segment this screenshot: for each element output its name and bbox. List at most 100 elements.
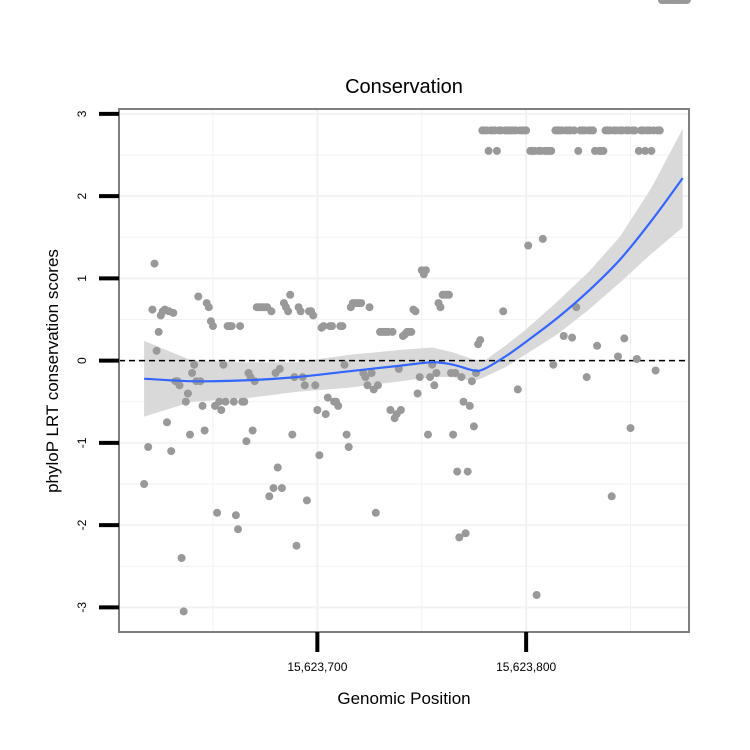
- data-point: [292, 541, 301, 550]
- data-point: [300, 381, 309, 390]
- data-point: [323, 393, 332, 402]
- data-point: [175, 381, 184, 390]
- data-point: [169, 308, 178, 317]
- data-point: [188, 369, 197, 377]
- data-point: [240, 397, 249, 406]
- data-point: [634, 146, 643, 155]
- data-point: [522, 126, 531, 135]
- data-point: [177, 554, 186, 562]
- y-tick-label: 1: [75, 275, 89, 282]
- data-point: [388, 327, 397, 336]
- data-point: [167, 447, 176, 456]
- data-point: [444, 290, 453, 299]
- data-point: [311, 381, 320, 390]
- data-point: [411, 307, 420, 316]
- data-point: [200, 426, 209, 435]
- points-layer: [140, 0, 691, 616]
- data-point: [190, 360, 199, 369]
- data-point: [559, 332, 568, 340]
- data-point: [426, 373, 435, 382]
- x-axis-label: Genomic Position: [337, 689, 470, 708]
- data-point: [209, 322, 217, 331]
- data-point: [179, 607, 188, 616]
- data-point: [231, 511, 240, 520]
- data-point: [421, 266, 430, 275]
- data-point: [296, 307, 305, 316]
- data-point: [432, 369, 441, 377]
- data-point: [449, 430, 458, 439]
- data-point: [589, 126, 597, 135]
- data-point: [651, 366, 660, 375]
- data-point: [455, 533, 464, 542]
- confidence-ribbon: [144, 128, 683, 417]
- data-point: [430, 381, 439, 390]
- data-point: [277, 484, 286, 493]
- data-point: [229, 397, 238, 406]
- data-point: [593, 341, 602, 350]
- data-point: [476, 336, 485, 345]
- data-point: [269, 484, 278, 493]
- data-point: [288, 430, 297, 439]
- data-point: [532, 591, 541, 599]
- y-tick-label: 0: [75, 357, 89, 364]
- data-point: [415, 373, 424, 382]
- data-point: [217, 406, 226, 414]
- data-point: [538, 234, 547, 243]
- data-point: [469, 422, 478, 431]
- data-point: [338, 322, 347, 331]
- data-point: [513, 385, 522, 394]
- data-point: [313, 406, 322, 414]
- data-point: [150, 259, 159, 268]
- data-point: [492, 146, 501, 155]
- data-point: [451, 369, 460, 377]
- data-point: [221, 397, 230, 406]
- data-point: [459, 397, 468, 406]
- data-point: [641, 146, 650, 155]
- data-point: [227, 322, 236, 331]
- data-point: [154, 327, 163, 336]
- data-point: [373, 381, 382, 390]
- data-point: [198, 401, 207, 410]
- data-point: [242, 437, 251, 446]
- data-point: [682, 0, 691, 4]
- x-tick-label: 15,623,700: [287, 660, 347, 674]
- data-point: [284, 307, 293, 316]
- data-point: [632, 355, 641, 363]
- data-point: [457, 373, 466, 382]
- data-point: [463, 467, 472, 476]
- confidence-ribbon-layer: [144, 128, 683, 417]
- data-point: [453, 467, 462, 476]
- data-point: [467, 377, 476, 386]
- data-point: [647, 146, 656, 155]
- data-point: [273, 463, 282, 472]
- data-point: [524, 241, 533, 250]
- data-point: [140, 480, 149, 488]
- axis-ticks: -3 -2 -1 0 1 2 3 15,623,700 15,623,800: [75, 110, 556, 674]
- data-point: [334, 401, 343, 410]
- y-axis-label: phyloP LRT conservation scores: [43, 249, 62, 493]
- data-point: [367, 369, 376, 377]
- data-point: [234, 525, 242, 534]
- data-point: [549, 360, 558, 369]
- y-tick-label: -1: [75, 437, 89, 448]
- data-point: [407, 327, 416, 336]
- data-point: [340, 360, 349, 369]
- data-point: [342, 430, 351, 439]
- smooth-fit-line: [144, 177, 684, 383]
- data-point: [315, 451, 324, 460]
- data-point: [436, 303, 445, 312]
- data-point: [630, 126, 639, 135]
- data-point: [465, 401, 474, 410]
- data-point: [424, 430, 432, 439]
- data-point: [344, 443, 353, 451]
- data-point: [148, 305, 157, 314]
- data-point: [219, 360, 228, 369]
- data-point: [321, 410, 330, 419]
- data-point: [186, 430, 194, 439]
- y-tick-label: 2: [75, 193, 89, 200]
- data-point: [309, 311, 318, 320]
- data-point: [236, 322, 245, 331]
- data-point: [181, 397, 190, 406]
- data-point: [461, 529, 470, 538]
